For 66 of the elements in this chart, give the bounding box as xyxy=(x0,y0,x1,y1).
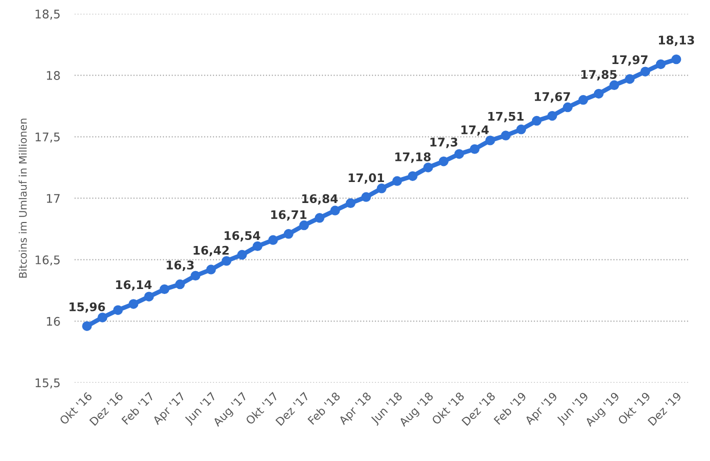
point xyxy=(82,321,92,331)
data-label: 16,84 xyxy=(302,194,338,205)
point xyxy=(609,80,620,90)
point xyxy=(408,171,418,181)
point xyxy=(284,229,294,239)
point xyxy=(656,59,666,70)
data-label: 17,85 xyxy=(581,70,617,80)
point xyxy=(361,192,371,202)
point xyxy=(113,305,123,315)
point xyxy=(175,279,185,290)
y-tick-label: 15,5 xyxy=(36,378,60,388)
y-axis-title: Bitcoins im Umlauf in Millionen xyxy=(18,118,27,278)
x-tick-label: Feb '17 xyxy=(121,392,154,425)
x-tick-label: Apr '17 xyxy=(152,392,187,427)
point xyxy=(485,136,496,146)
point xyxy=(237,250,247,260)
point xyxy=(454,149,464,159)
point xyxy=(547,111,558,121)
data-label: 17,51 xyxy=(488,112,524,122)
point xyxy=(252,241,262,252)
data-label: 17,4 xyxy=(461,125,489,136)
point xyxy=(314,213,324,223)
data-label: 15,96 xyxy=(70,302,105,313)
point xyxy=(190,270,200,281)
point xyxy=(438,156,449,166)
point xyxy=(160,284,170,294)
y-tick-label: 16 xyxy=(46,316,60,326)
y-tick-label: 17,5 xyxy=(36,132,60,143)
point xyxy=(206,264,216,274)
point xyxy=(98,312,108,322)
y-tick-label: 18 xyxy=(46,71,60,80)
data-label: 16,42 xyxy=(194,246,229,256)
data-label: 18,13 xyxy=(658,36,694,46)
point xyxy=(671,54,682,64)
point xyxy=(268,235,278,245)
point xyxy=(594,88,604,99)
point xyxy=(624,74,635,84)
point xyxy=(222,256,232,266)
data-label: 16,14 xyxy=(116,280,152,291)
data-label: 17,3 xyxy=(430,138,458,148)
data-label: 16,54 xyxy=(224,231,260,242)
point xyxy=(128,299,138,309)
data-label: 16,71 xyxy=(271,210,306,221)
point xyxy=(144,292,154,302)
y-tick-label: 17 xyxy=(46,194,60,203)
point xyxy=(532,116,542,126)
data-label: 17,18 xyxy=(395,152,431,163)
point xyxy=(516,124,526,134)
data-label: 17,01 xyxy=(348,173,384,184)
point xyxy=(470,144,480,154)
point xyxy=(423,162,434,172)
point xyxy=(640,66,650,76)
data-label: 16,3 xyxy=(166,260,194,272)
point xyxy=(330,206,340,216)
data-label: 17,67 xyxy=(534,92,570,103)
point xyxy=(500,130,511,140)
point xyxy=(392,176,402,186)
point xyxy=(346,198,356,208)
point xyxy=(376,184,386,194)
y-tick-label: 16,5 xyxy=(36,255,60,266)
x-tick-label: Feb '18 xyxy=(307,392,341,425)
y-tick-label: 18,5 xyxy=(36,10,60,20)
point xyxy=(578,95,588,105)
point xyxy=(299,220,309,230)
point xyxy=(562,102,573,112)
data-label: 17,97 xyxy=(612,55,648,66)
